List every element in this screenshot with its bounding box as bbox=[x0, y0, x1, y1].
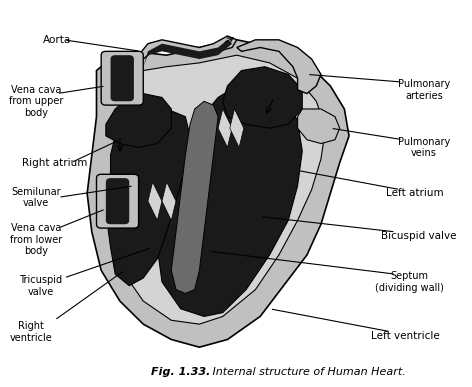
Polygon shape bbox=[230, 109, 244, 147]
Polygon shape bbox=[218, 109, 232, 147]
Text: Internal structure of Human Heart.: Internal structure of Human Heart. bbox=[209, 367, 405, 377]
Polygon shape bbox=[106, 109, 190, 286]
Polygon shape bbox=[237, 40, 321, 94]
FancyBboxPatch shape bbox=[96, 174, 139, 228]
Polygon shape bbox=[143, 40, 232, 67]
Text: Aorta: Aorta bbox=[43, 35, 71, 45]
Text: Left atrium: Left atrium bbox=[386, 188, 443, 199]
Polygon shape bbox=[87, 40, 349, 347]
Text: Bicuspid valve: Bicuspid valve bbox=[381, 231, 457, 241]
Polygon shape bbox=[162, 182, 176, 220]
Polygon shape bbox=[297, 109, 340, 144]
Polygon shape bbox=[110, 55, 326, 324]
Text: Vena cava
from lower
body: Vena cava from lower body bbox=[9, 223, 62, 256]
Polygon shape bbox=[134, 36, 237, 70]
Polygon shape bbox=[223, 67, 302, 128]
Text: Septum
(dividing wall): Septum (dividing wall) bbox=[375, 271, 444, 293]
Polygon shape bbox=[157, 86, 302, 317]
Text: Fig. 1.33.: Fig. 1.33. bbox=[151, 367, 211, 377]
Text: Tricuspid
valve: Tricuspid valve bbox=[19, 275, 62, 296]
FancyBboxPatch shape bbox=[101, 51, 143, 105]
FancyBboxPatch shape bbox=[106, 178, 129, 224]
Text: Vena cava
from upper
body: Vena cava from upper body bbox=[8, 85, 63, 118]
Text: Pulmonary
veins: Pulmonary veins bbox=[398, 137, 450, 158]
Text: Pulmonary
arteries: Pulmonary arteries bbox=[398, 79, 450, 101]
Polygon shape bbox=[148, 182, 162, 220]
Text: Semilunar
valve: Semilunar valve bbox=[11, 187, 60, 208]
FancyBboxPatch shape bbox=[110, 55, 134, 101]
Text: Right atrium: Right atrium bbox=[22, 158, 87, 168]
Polygon shape bbox=[106, 94, 171, 147]
Text: Right
ventricle: Right ventricle bbox=[9, 321, 52, 342]
Text: Left ventricle: Left ventricle bbox=[371, 330, 439, 341]
Polygon shape bbox=[171, 101, 218, 293]
